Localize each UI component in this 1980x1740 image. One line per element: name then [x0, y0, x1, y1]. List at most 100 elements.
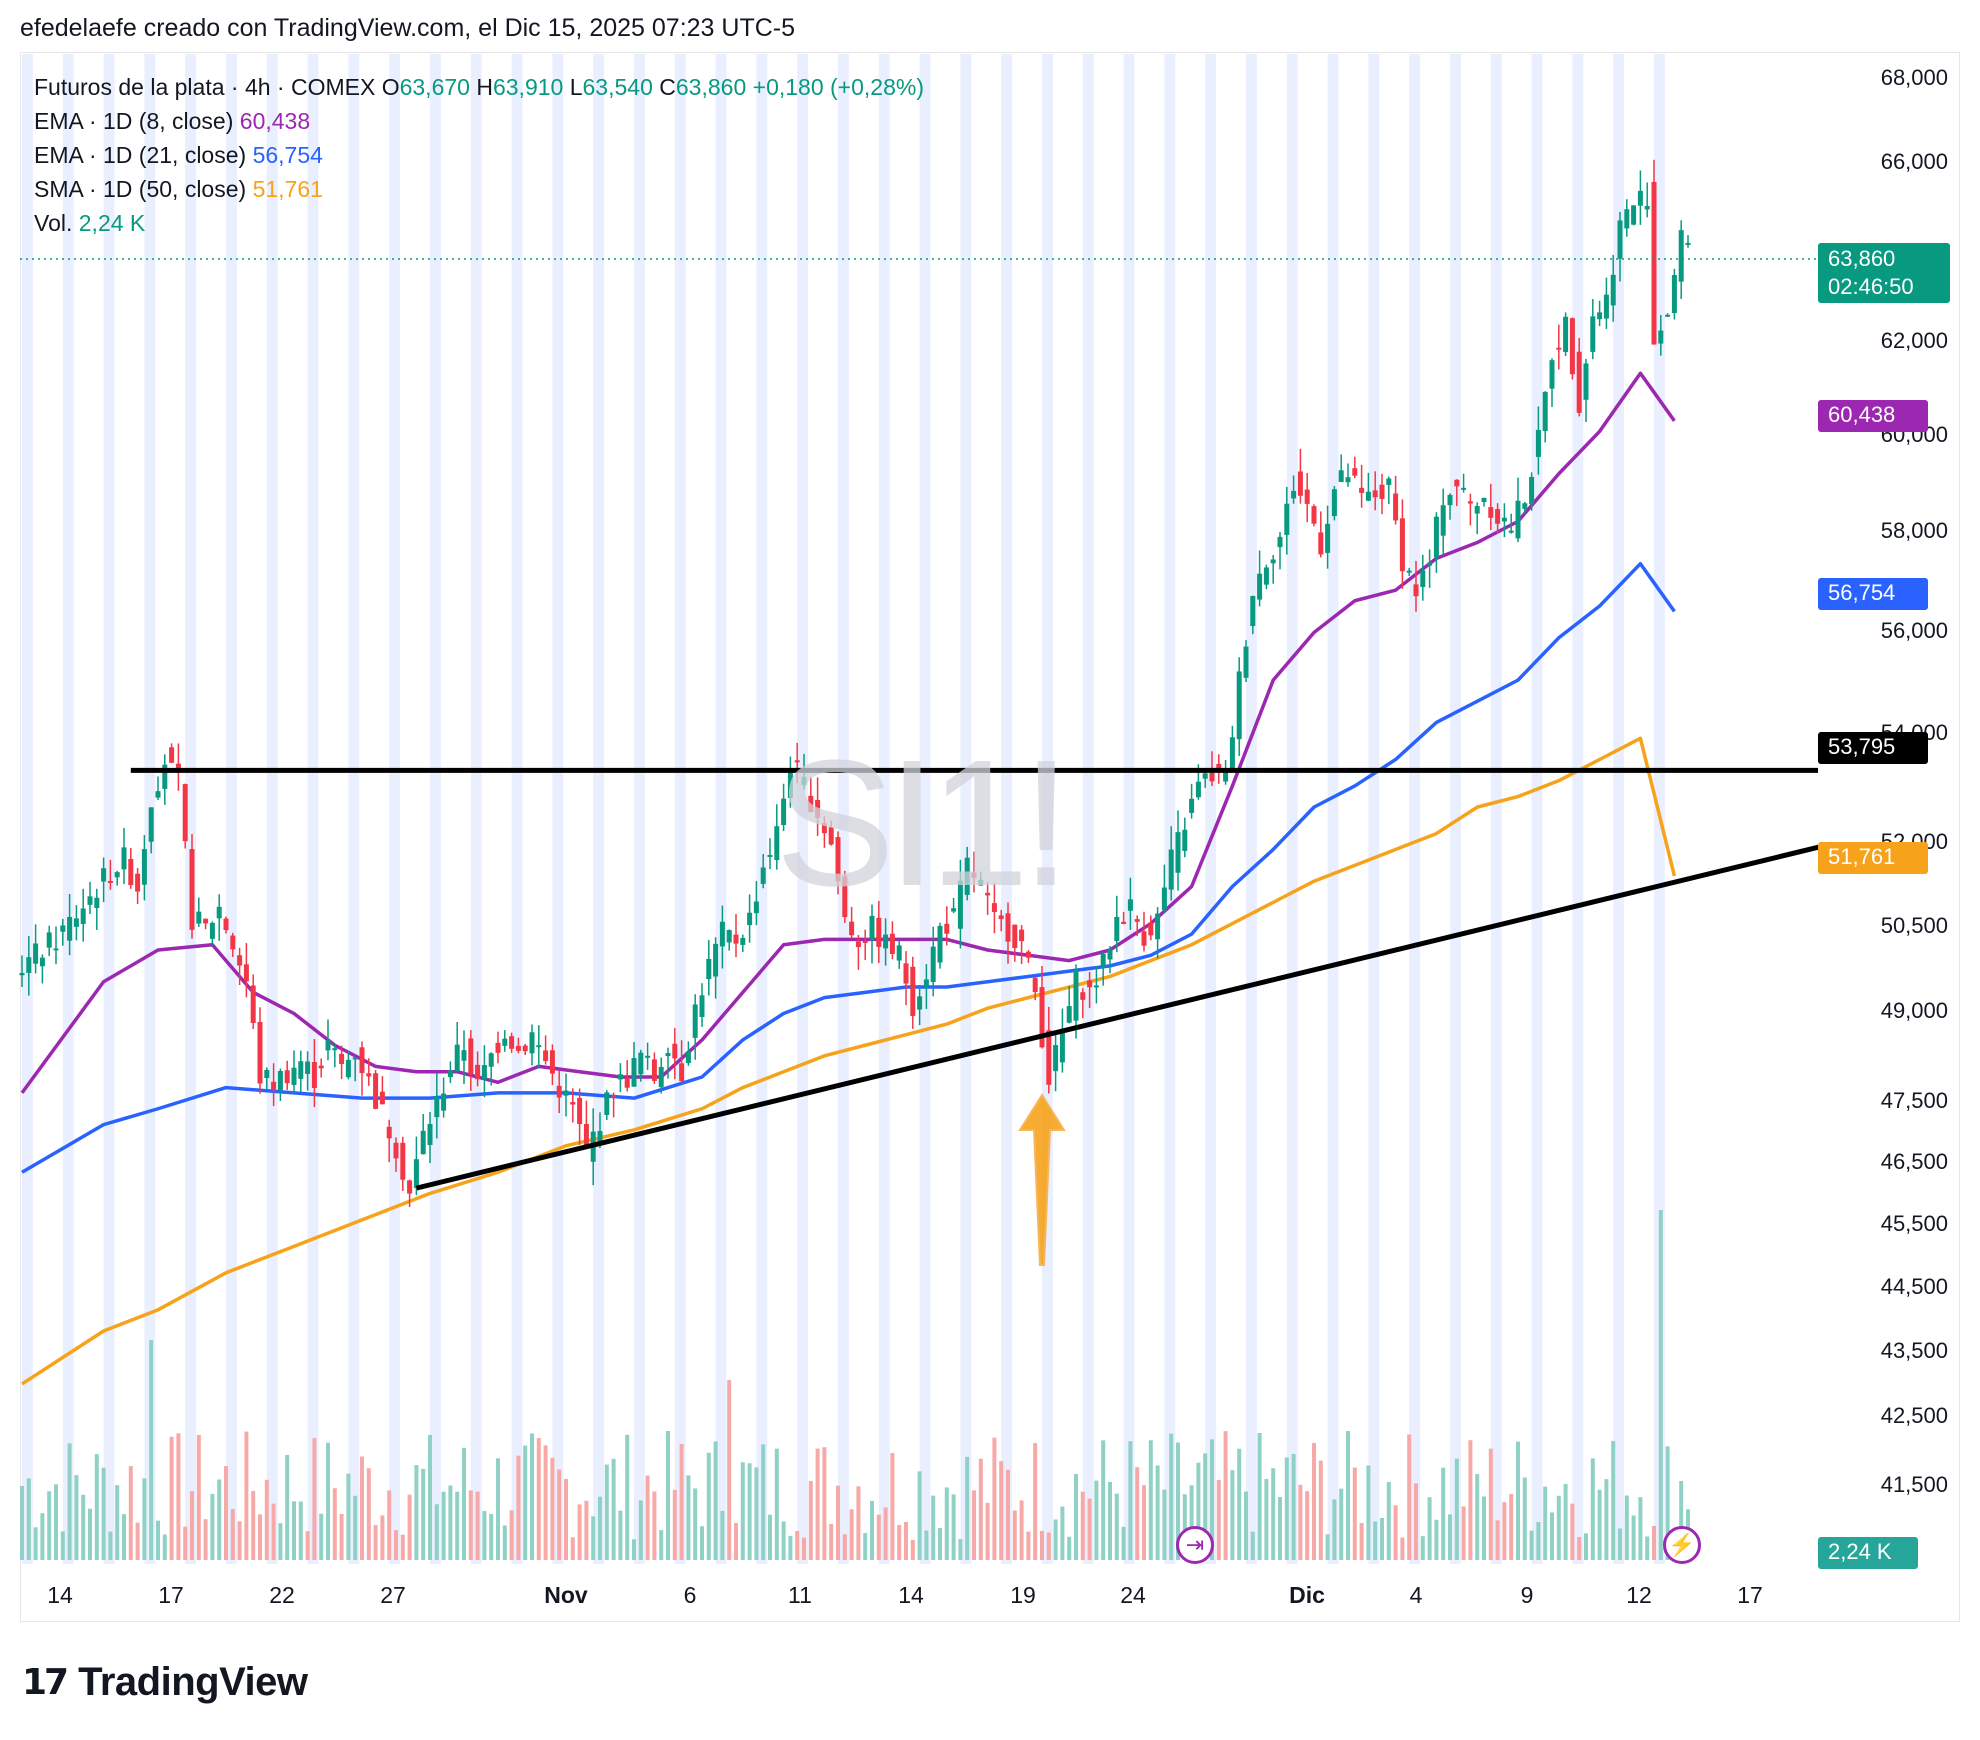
price-tick-label: 43,500	[1880, 1338, 1948, 1363]
legend-ema8-label[interactable]: EMA · 1D (8, close)	[34, 108, 234, 134]
volume-bar	[672, 1489, 677, 1560]
time-tick-label: 4	[1409, 1582, 1423, 1608]
legend-volume-label[interactable]: Vol.	[34, 210, 73, 236]
candle-body	[1127, 899, 1133, 911]
candle-body	[53, 948, 59, 951]
candle-body	[1155, 913, 1161, 940]
volume-bar	[468, 1490, 473, 1560]
candle-body	[1535, 429, 1541, 457]
volume-bar	[856, 1486, 861, 1560]
volume-bar	[1291, 1453, 1296, 1560]
candle-body	[583, 1123, 589, 1146]
candle-body	[1393, 493, 1399, 521]
volume-bar	[1033, 1443, 1038, 1560]
volume-bar	[1556, 1495, 1561, 1560]
volume-bar	[20, 1486, 24, 1560]
time-tick-label: 27	[380, 1582, 406, 1608]
volume-bar	[768, 1514, 772, 1560]
candle-body	[250, 985, 256, 1024]
candle-body	[67, 916, 73, 941]
volume-bar	[33, 1527, 38, 1560]
volume-bar	[81, 1494, 86, 1560]
candle-body	[699, 995, 705, 1017]
candle-body	[318, 1065, 324, 1069]
volume-bar	[326, 1442, 330, 1560]
volume-bar	[1536, 1522, 1541, 1560]
session-stripe	[960, 54, 972, 1564]
legend-symbol[interactable]: Futuros de la plata · 4h · COMEX	[34, 74, 376, 100]
session-stripe	[1042, 54, 1053, 1564]
volume-bar	[951, 1494, 956, 1560]
candle-body	[73, 918, 79, 927]
volume-bar	[754, 1467, 759, 1560]
candle-body	[94, 897, 100, 909]
volume-bar	[203, 1519, 208, 1560]
legend-sma50-row[interactable]: SMA · 1D (50, close) 51,761	[34, 172, 924, 206]
sma50-price-tag: 51,761	[1818, 842, 1928, 874]
legend-volume-row[interactable]: Vol. 2,24 K	[34, 206, 924, 240]
candle-body	[1481, 497, 1487, 502]
legend-sma50-label[interactable]: SMA · 1D (50, close)	[34, 176, 247, 202]
candle-body	[1216, 763, 1222, 772]
legend-ema8-row[interactable]: EMA · 1D (8, close) 60,438	[34, 104, 924, 138]
footer-logo[interactable]: 17 TradingView	[22, 1660, 308, 1705]
volume-bar	[47, 1491, 52, 1560]
candle-body	[1107, 949, 1113, 960]
candle-body	[828, 827, 834, 845]
volume-bar	[489, 1513, 494, 1560]
candle-body	[1093, 985, 1099, 988]
candle-body	[937, 925, 943, 963]
time-tick-label: Dic	[1289, 1582, 1325, 1608]
session-stripe	[1368, 54, 1380, 1564]
candle-body	[794, 760, 800, 763]
time-tick-label: 14	[898, 1582, 924, 1608]
candle-body	[930, 946, 936, 983]
volume-bar	[536, 1438, 541, 1560]
candle-body	[46, 932, 52, 948]
candle-body	[685, 1051, 691, 1064]
candle-body	[128, 858, 134, 886]
volume-bar	[1577, 1536, 1582, 1560]
legend-symbol-row[interactable]: Futuros de la plata · 4h · COMEX O63,670…	[34, 70, 924, 104]
candle-body	[638, 1052, 644, 1075]
volume-bar	[1053, 1519, 1058, 1560]
legend-low-label: L	[569, 74, 583, 100]
volume-bar	[931, 1495, 936, 1560]
volume-bar	[1244, 1491, 1248, 1560]
candle-body	[1461, 487, 1467, 490]
candle-body	[502, 1038, 508, 1046]
volume-bar	[1155, 1465, 1160, 1560]
volume-bar	[1114, 1493, 1119, 1560]
volume-bar	[1271, 1468, 1276, 1560]
volume-bar	[373, 1525, 378, 1560]
candle-body	[815, 799, 821, 818]
candle-body	[883, 934, 889, 949]
legend-ema21-row[interactable]: EMA · 1D (21, close) 56,754	[34, 138, 924, 172]
candle-body	[1012, 924, 1018, 949]
volume-bar	[734, 1523, 738, 1560]
volume-bar	[972, 1490, 976, 1560]
candle-body	[1352, 468, 1358, 476]
chart-frame[interactable]	[20, 52, 1960, 1622]
legend-close-label: C	[659, 74, 676, 100]
sma50-line	[21, 736, 1677, 1386]
chart-header-title: efedelaefe creado con TradingView.com, e…	[20, 14, 795, 42]
replay-icon[interactable]: ⇥	[1176, 1526, 1214, 1564]
candle-body	[223, 918, 229, 931]
candle-body	[1631, 205, 1637, 225]
candle-body	[339, 1053, 345, 1065]
lightning-icon[interactable]: ⚡	[1663, 1526, 1701, 1564]
volume-bar	[217, 1479, 222, 1560]
volume-bar	[1624, 1495, 1629, 1560]
volume-bar	[802, 1537, 806, 1560]
volume-bar	[142, 1478, 147, 1560]
volume-bar	[1325, 1534, 1330, 1560]
candle-body	[1665, 314, 1671, 317]
volume-bar	[1380, 1517, 1384, 1560]
volume-bar	[1529, 1530, 1534, 1560]
volume-bar	[1230, 1470, 1235, 1560]
volume-bar	[999, 1461, 1004, 1560]
legend-ema21-label[interactable]: EMA · 1D (21, close)	[34, 142, 247, 168]
candle-body	[1658, 330, 1664, 344]
